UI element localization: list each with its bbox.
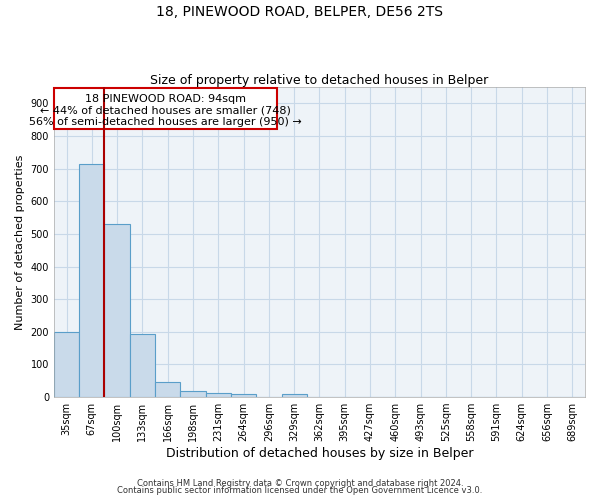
Text: ← 44% of detached houses are smaller (748): ← 44% of detached houses are smaller (74… xyxy=(40,106,291,116)
Bar xyxy=(281,394,307,397)
Text: 18, PINEWOOD ROAD, BELPER, DE56 2TS: 18, PINEWOOD ROAD, BELPER, DE56 2TS xyxy=(157,5,443,19)
Bar xyxy=(181,390,206,397)
Bar xyxy=(206,392,231,397)
Bar xyxy=(155,382,181,397)
Text: Contains public sector information licensed under the Open Government Licence v3: Contains public sector information licen… xyxy=(118,486,482,495)
Text: 18 PINEWOOD ROAD: 94sqm: 18 PINEWOOD ROAD: 94sqm xyxy=(85,94,246,104)
Y-axis label: Number of detached properties: Number of detached properties xyxy=(15,154,25,330)
FancyBboxPatch shape xyxy=(55,88,277,130)
Bar xyxy=(54,332,79,397)
Title: Size of property relative to detached houses in Belper: Size of property relative to detached ho… xyxy=(151,74,488,87)
Text: Contains HM Land Registry data © Crown copyright and database right 2024.: Contains HM Land Registry data © Crown c… xyxy=(137,478,463,488)
Text: 56% of semi-detached houses are larger (950) →: 56% of semi-detached houses are larger (… xyxy=(29,117,302,127)
Bar xyxy=(130,334,155,397)
X-axis label: Distribution of detached houses by size in Belper: Distribution of detached houses by size … xyxy=(166,447,473,460)
Bar xyxy=(231,394,256,397)
Bar xyxy=(79,164,104,397)
Bar xyxy=(104,224,130,397)
